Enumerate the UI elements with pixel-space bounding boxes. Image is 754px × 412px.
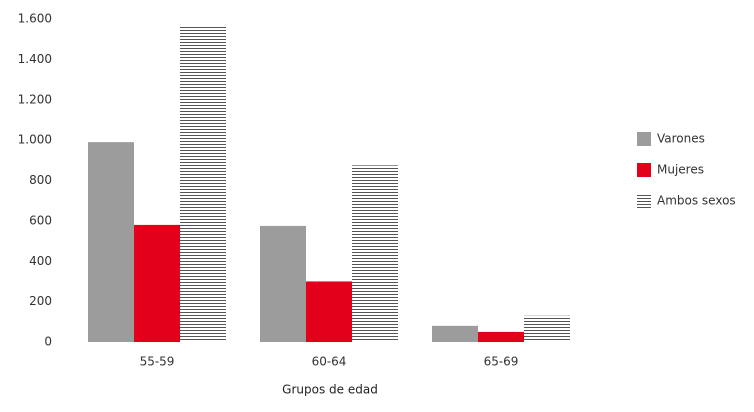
bar [352,165,398,342]
y-tick-label: 200 [29,294,52,308]
y-tick-label: 600 [29,213,52,227]
y-tick-label: 1.600 [18,12,52,26]
x-tick-label: 55-59 [140,355,175,369]
bar [260,225,306,342]
bar [432,325,478,342]
legend-label: Ambos sexos [657,194,736,208]
bar [478,331,524,342]
bar [88,142,134,342]
x-axis-title: Grupos de edad [282,383,378,397]
x-tick-label: 65-69 [484,355,519,369]
bar [180,25,226,343]
bar [524,315,570,342]
y-tick-label: 800 [29,173,52,187]
legend-label: Varones [657,132,705,146]
bar [306,281,352,342]
legend-swatch [637,132,651,146]
legend-swatch [637,194,651,208]
legend-swatch [637,163,651,177]
x-tick-label: 60-64 [312,355,347,369]
bar [134,224,180,342]
y-tick-label: 0 [44,335,52,349]
legend-label: Mujeres [657,163,704,177]
y-tick-label: 1.400 [18,52,52,66]
y-tick-label: 400 [29,254,52,268]
y-tick-label: 1.000 [18,133,52,147]
y-tick-label: 1.200 [18,92,52,106]
